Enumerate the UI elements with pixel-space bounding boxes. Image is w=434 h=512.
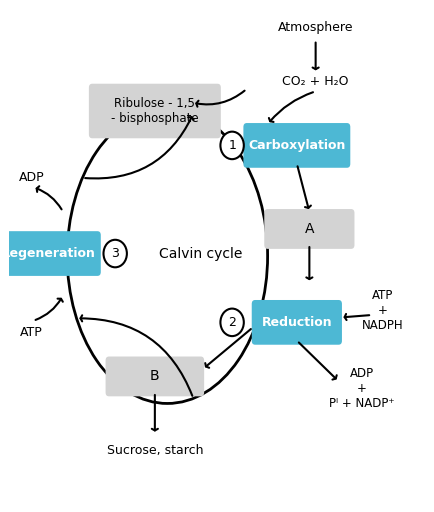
Circle shape — [220, 132, 243, 159]
Text: ADP
+
Pᴵ + NADP⁺: ADP + Pᴵ + NADP⁺ — [328, 367, 393, 410]
Text: ATP
+
NADPH: ATP + NADPH — [361, 289, 402, 332]
FancyBboxPatch shape — [264, 209, 354, 249]
Text: Reduction: Reduction — [261, 316, 332, 329]
Text: 2: 2 — [228, 316, 236, 329]
FancyBboxPatch shape — [105, 356, 204, 396]
FancyBboxPatch shape — [89, 84, 220, 138]
Text: CO₂ + H₂O: CO₂ + H₂O — [282, 75, 348, 88]
Text: Ribulose - 1,5
- bisphosphate: Ribulose - 1,5 - bisphosphate — [111, 97, 198, 125]
Text: Sucrose, starch: Sucrose, starch — [106, 444, 203, 457]
Text: 1: 1 — [228, 139, 236, 152]
Circle shape — [220, 309, 243, 336]
Text: A: A — [304, 222, 313, 236]
Text: Carboxylation: Carboxylation — [247, 139, 345, 152]
Text: Regeneration: Regeneration — [1, 247, 95, 260]
Text: B: B — [150, 370, 159, 383]
Circle shape — [103, 240, 127, 267]
FancyBboxPatch shape — [0, 231, 101, 276]
Text: Calvin cycle: Calvin cycle — [159, 247, 242, 261]
Text: ADP: ADP — [19, 171, 44, 184]
FancyBboxPatch shape — [243, 123, 349, 168]
Text: Atmosphere: Atmosphere — [277, 21, 352, 34]
Text: 3: 3 — [111, 247, 119, 260]
Text: ATP: ATP — [20, 326, 43, 338]
FancyBboxPatch shape — [251, 300, 341, 345]
